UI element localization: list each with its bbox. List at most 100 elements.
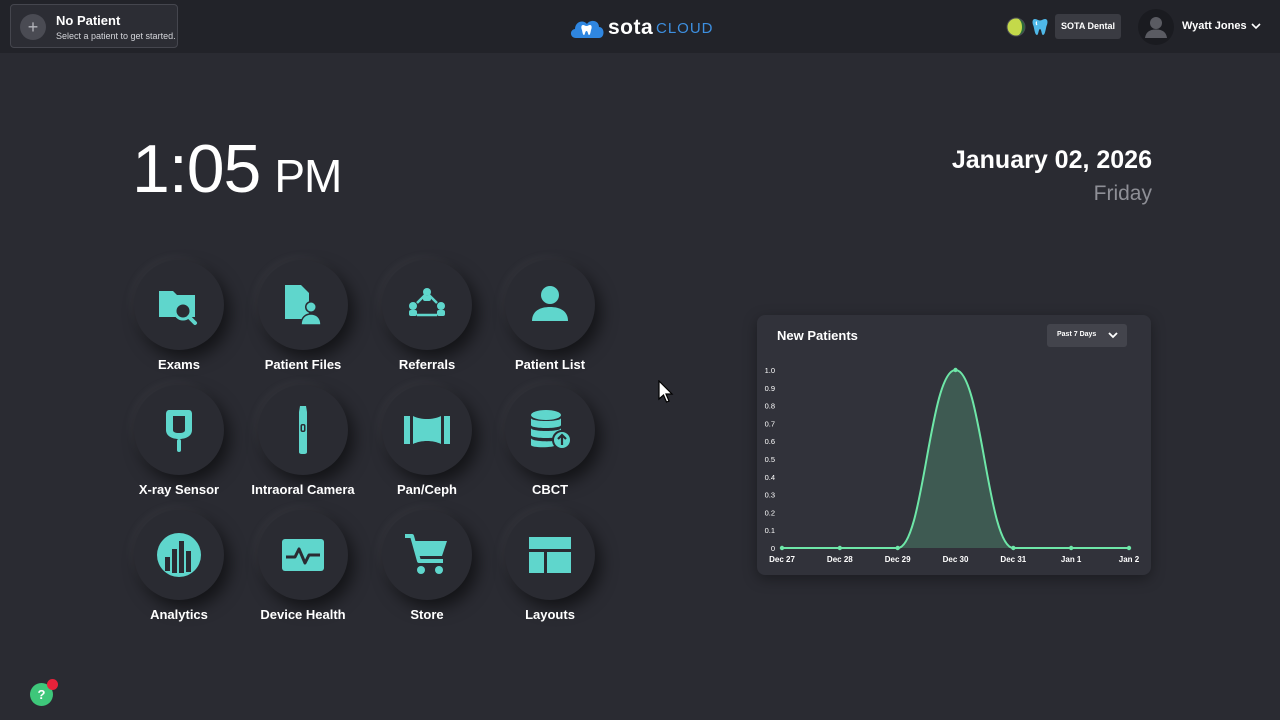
mouse-cursor-icon — [658, 380, 674, 403]
database-upload-icon — [531, 410, 572, 450]
tile-referrals[interactable]: Referrals — [365, 260, 489, 378]
tile-layouts-button[interactable] — [505, 510, 595, 600]
tile-pan-ceph[interactable]: Pan/Ceph — [365, 385, 489, 503]
x-tick-label: Dec 28 — [827, 555, 853, 564]
patient-subtitle: Select a patient to get started. — [56, 31, 176, 41]
tile-store-button[interactable] — [382, 510, 472, 600]
tile-exams[interactable]: Exams — [117, 260, 241, 378]
x-tick-label: Dec 31 — [1000, 555, 1026, 564]
tile-patient-list-button[interactable] — [505, 260, 595, 350]
tile-patient-files-label: Patient Files — [264, 357, 342, 372]
tile-intraoral-camera-label: Intraoral Camera — [251, 482, 355, 497]
chart-title: New Patients — [777, 328, 858, 343]
tile-analytics-label: Analytics — [150, 607, 208, 622]
tile-referrals-label: Referrals — [398, 357, 456, 372]
data-point[interactable] — [779, 545, 785, 551]
clock-time: 1:05 PM — [132, 130, 342, 208]
y-tick-label: 0.9 — [765, 384, 775, 393]
theme-toggle-icon[interactable] — [1006, 17, 1026, 37]
y-tick-label: 0.7 — [765, 419, 775, 428]
notification-dot — [47, 679, 58, 690]
analytics-icon — [157, 533, 201, 577]
tile-patient-list-label: Patient List — [514, 357, 586, 372]
patient-title: No Patient — [56, 13, 121, 28]
y-tick-label: 0.4 — [765, 473, 775, 482]
tile-intraoral-camera[interactable]: Intraoral Camera — [241, 385, 365, 503]
tile-pan-ceph-label: Pan/Ceph — [397, 482, 457, 497]
tile-exams-label: Exams — [158, 357, 200, 372]
patient-selector[interactable]: + No Patient Select a patient to get sta… — [10, 4, 178, 48]
cart-icon — [405, 534, 447, 574]
tile-store-label: Store — [410, 607, 444, 622]
clock-hours: 1:05 — [132, 131, 261, 207]
avatar[interactable] — [1138, 9, 1174, 45]
tile-device-health-button[interactable] — [258, 510, 348, 600]
top-bar: + No Patient Select a patient to get sta… — [0, 0, 1280, 53]
data-point[interactable] — [895, 545, 900, 551]
new-patients-chart: 0 0.1 0.2 0.3 0.4 0.5 0.6 0.7 0.8 0.9 1.0 Dec 27 Dec… — [765, 366, 1140, 564]
practice-button[interactable]: SOTA Dental — [1055, 14, 1121, 39]
y-tick-label: 0.5 — [765, 455, 775, 464]
y-tick-label: 0.1 — [765, 526, 775, 535]
tile-layouts-label: Layouts — [525, 607, 575, 622]
chevron-down-icon[interactable] — [1250, 20, 1262, 32]
tile-analytics-button[interactable] — [134, 510, 224, 600]
data-point[interactable] — [1126, 545, 1132, 551]
tile-store[interactable]: Store — [365, 510, 489, 628]
tile-xray-sensor-label: X-ray Sensor — [138, 482, 220, 497]
data-point[interactable] — [953, 367, 958, 373]
chevron-down-icon — [1108, 332, 1118, 339]
y-tick-label: 0 — [771, 544, 775, 553]
layouts-icon — [529, 537, 571, 573]
tile-device-health[interactable]: Device Health — [241, 510, 365, 628]
help-button[interactable]: ? — [30, 683, 53, 706]
y-tick-label: 0.6 — [765, 437, 775, 446]
clock-ampm: PM — [274, 150, 342, 202]
tile-cbct-label: CBCT — [531, 482, 569, 497]
tile-xray-sensor[interactable]: X-ray Sensor — [117, 385, 241, 503]
patient-file-icon — [285, 285, 322, 326]
tile-pan-ceph-button[interactable] — [382, 385, 472, 475]
folder-search-icon — [159, 291, 197, 325]
x-tick-label: Dec 29 — [885, 555, 911, 564]
logo-sota-text: sota — [608, 16, 654, 39]
data-point[interactable] — [1011, 545, 1016, 551]
current-date: January 02, 2026 — [951, 146, 1152, 174]
device-health-icon — [282, 539, 324, 571]
tile-layouts[interactable]: Layouts — [488, 510, 612, 628]
tile-analytics[interactable]: Analytics — [117, 510, 241, 628]
tile-device-health-label: Device Health — [260, 607, 346, 622]
y-tick-label: 0.3 — [765, 491, 775, 500]
tile-referrals-button[interactable] — [382, 260, 472, 350]
x-tick-label: Dec 27 — [769, 555, 795, 564]
pan-ceph-icon — [404, 416, 450, 444]
tooth-icon[interactable] — [1032, 17, 1048, 37]
data-point[interactable] — [1068, 545, 1074, 551]
range-dropdown[interactable]: Past 7 Days — [1047, 324, 1127, 347]
data-point[interactable] — [837, 545, 843, 551]
tile-patient-list[interactable]: Patient List — [488, 260, 612, 378]
tile-cbct[interactable]: CBCT — [488, 385, 612, 503]
y-tick-label: 0.8 — [765, 402, 775, 411]
x-tick-label: Jan 1 — [1061, 555, 1082, 564]
tile-intraoral-camera-button[interactable] — [258, 385, 348, 475]
tile-patient-files-button[interactable] — [258, 260, 348, 350]
add-patient-icon[interactable]: + — [20, 14, 46, 40]
series-area — [782, 370, 1129, 548]
user-name[interactable]: Wyatt Jones — [1182, 20, 1247, 32]
tile-cbct-button[interactable] — [505, 385, 595, 475]
y-tick-label: 0.2 — [765, 508, 775, 517]
x-tick-label: Dec 30 — [943, 555, 969, 564]
y-tick-label: 1.0 — [765, 366, 775, 375]
current-weekday: Friday — [1093, 182, 1152, 205]
tile-patient-files[interactable]: Patient Files — [241, 260, 365, 378]
sotacloud-logo: sota CLOUD — [568, 14, 718, 42]
cloud-tooth-icon — [570, 20, 604, 38]
xray-sensor-icon — [166, 410, 192, 452]
user-avatar-icon — [1145, 17, 1167, 38]
tile-exams-button[interactable] — [134, 260, 224, 350]
range-label: Past 7 Days — [1057, 331, 1097, 338]
logo-cloud-text: CLOUD — [656, 20, 714, 37]
intraoral-camera-icon — [299, 406, 307, 454]
tile-xray-sensor-button[interactable] — [134, 385, 224, 475]
